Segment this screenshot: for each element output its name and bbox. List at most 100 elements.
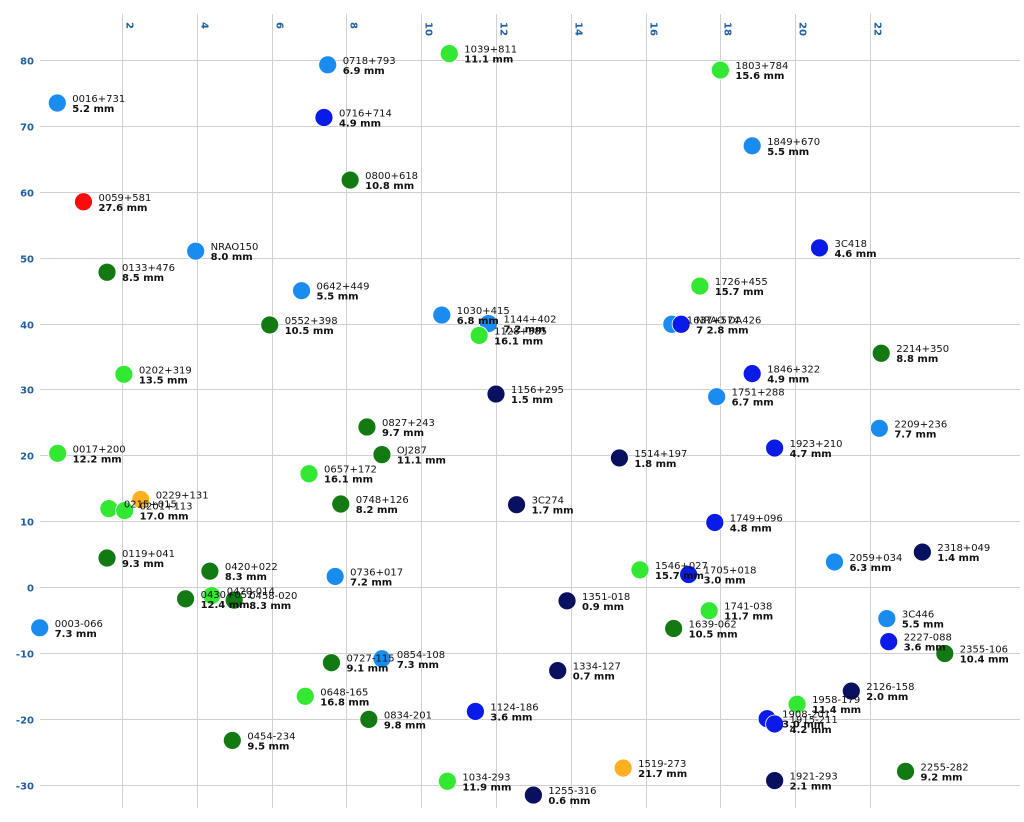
x-tick-label: 4 xyxy=(199,22,210,29)
data-point xyxy=(200,561,220,581)
point-name-label: 0827+243 xyxy=(382,418,435,429)
data-point xyxy=(466,702,485,721)
point-name-label: 1639-062 xyxy=(689,619,737,630)
point-value-label: 4.7 mm xyxy=(790,449,832,460)
y-tick-label: -10 xyxy=(16,650,34,661)
point-name-label: 2059+034 xyxy=(849,553,902,564)
point-name-label: 2255-282 xyxy=(921,762,969,773)
data-point xyxy=(548,661,568,681)
y-tick-label: 50 xyxy=(20,255,34,266)
point-name-label: 0215+015 xyxy=(124,500,177,511)
y-tick-label: 70 xyxy=(20,123,34,134)
x-tick-label: 2 xyxy=(124,22,135,29)
data-point xyxy=(610,448,629,468)
x-tick-label: 6 xyxy=(274,22,285,29)
point-name-label: 0648-165 xyxy=(320,687,368,698)
point-name-label: 0059+581 xyxy=(98,193,151,204)
point-name-label: 1726+455 xyxy=(715,277,768,288)
point-value-label: 3.6 mm xyxy=(490,712,532,723)
point-value-label: 13.5 mm xyxy=(139,375,188,386)
data-points xyxy=(30,44,955,805)
point-name-label: 1749+096 xyxy=(730,513,783,524)
data-point xyxy=(877,609,897,629)
data-point xyxy=(318,55,338,75)
data-point xyxy=(331,494,351,514)
point-value-label: 8.3 mm xyxy=(249,601,291,612)
data-point xyxy=(186,241,206,261)
data-point xyxy=(896,761,915,781)
point-name-label: 3C418 xyxy=(835,239,867,250)
point-value-label: 9.2 mm xyxy=(921,772,963,783)
point-name-label: 1958-179 xyxy=(812,695,860,706)
point-name-label: 2318+049 xyxy=(937,543,990,554)
data-point xyxy=(372,649,392,669)
data-point xyxy=(841,681,861,701)
point-value-label: 9.5 mm xyxy=(247,741,289,752)
point-value-label: 7.2 mm xyxy=(504,325,546,336)
point-name-label: 3C274 xyxy=(532,496,564,507)
point-value-label: 5.5 mm xyxy=(767,147,809,158)
point-value-label: 6.8 mm xyxy=(457,316,499,327)
point-name-label: 0202+319 xyxy=(139,365,192,376)
point-value-label: 0.6 mm xyxy=(548,796,590,807)
point-name-label: 1637+574 xyxy=(687,315,740,326)
point-value-label: 16.8 mm xyxy=(320,697,369,708)
x-tick-label: 18 xyxy=(722,22,733,36)
y-tick-label: 80 xyxy=(20,57,34,68)
data-point xyxy=(74,192,93,212)
data-point xyxy=(97,548,117,568)
point-value-label: 10.5 mm xyxy=(285,326,334,337)
point-value-label: 9.3 mm xyxy=(122,559,164,570)
point-name-label: 0420-014 xyxy=(227,587,275,598)
point-value-label: 4.9 mm xyxy=(767,375,809,386)
point-name-label: 0748+126 xyxy=(356,495,409,506)
data-point xyxy=(765,714,785,734)
point-value-label: 16.1 mm xyxy=(494,336,543,347)
point-value-label: 7 2.8 mm xyxy=(696,325,748,336)
data-point xyxy=(99,499,119,519)
point-name-label: 1915-211 xyxy=(790,715,838,726)
data-point xyxy=(97,262,117,282)
data-point xyxy=(507,495,526,515)
data-point xyxy=(357,417,377,437)
point-name-label: 1030+415 xyxy=(457,306,510,317)
data-point xyxy=(292,281,311,301)
data-point xyxy=(707,387,727,407)
data-point xyxy=(359,709,379,729)
y-tick-label: 0 xyxy=(27,584,34,595)
point-name-label: 2355-106 xyxy=(960,645,1008,656)
data-point xyxy=(115,501,135,521)
y-tick-label: 40 xyxy=(20,321,34,332)
point-value-label: 10.8 mm xyxy=(365,181,414,192)
point-value-label: 4.6 mm xyxy=(835,249,877,260)
data-point xyxy=(825,552,844,572)
data-point xyxy=(202,586,222,605)
data-point xyxy=(295,686,315,706)
point-name-label: 0718+793 xyxy=(343,56,396,67)
point-name-label: 1741-038 xyxy=(724,602,772,613)
x-tick-label: 22 xyxy=(872,22,883,36)
point-name-label: 1705+018 xyxy=(704,565,757,576)
point-value-label: 16.1 mm xyxy=(324,475,373,486)
point-value-label: 0.9 mm xyxy=(582,602,624,613)
data-point xyxy=(787,694,807,714)
point-name-label: NRAO150 xyxy=(211,242,259,253)
y-tick-label: 60 xyxy=(20,189,34,200)
point-value-label: 15.7 mm xyxy=(715,287,764,298)
point-name-label: 0003-066 xyxy=(55,619,103,630)
point-value-label: 0.7 mm xyxy=(573,672,615,683)
data-point xyxy=(486,384,506,404)
point-name-label: 1546+027 xyxy=(655,561,708,572)
point-name-label: 1908-201 xyxy=(782,710,830,721)
point-value-label: 12.2 mm xyxy=(73,454,122,465)
point-value-label: 6.7 mm xyxy=(732,398,774,409)
point-name-label: 1334-127 xyxy=(573,662,621,673)
point-value-label: 4.8 mm xyxy=(730,523,772,534)
point-value-label: 2.0 mm xyxy=(866,692,908,703)
data-point xyxy=(742,364,762,384)
x-tick-label: 20 xyxy=(797,22,808,36)
data-point xyxy=(340,170,360,190)
data-point xyxy=(439,44,459,64)
point-name-label: 0552+398 xyxy=(285,316,338,327)
